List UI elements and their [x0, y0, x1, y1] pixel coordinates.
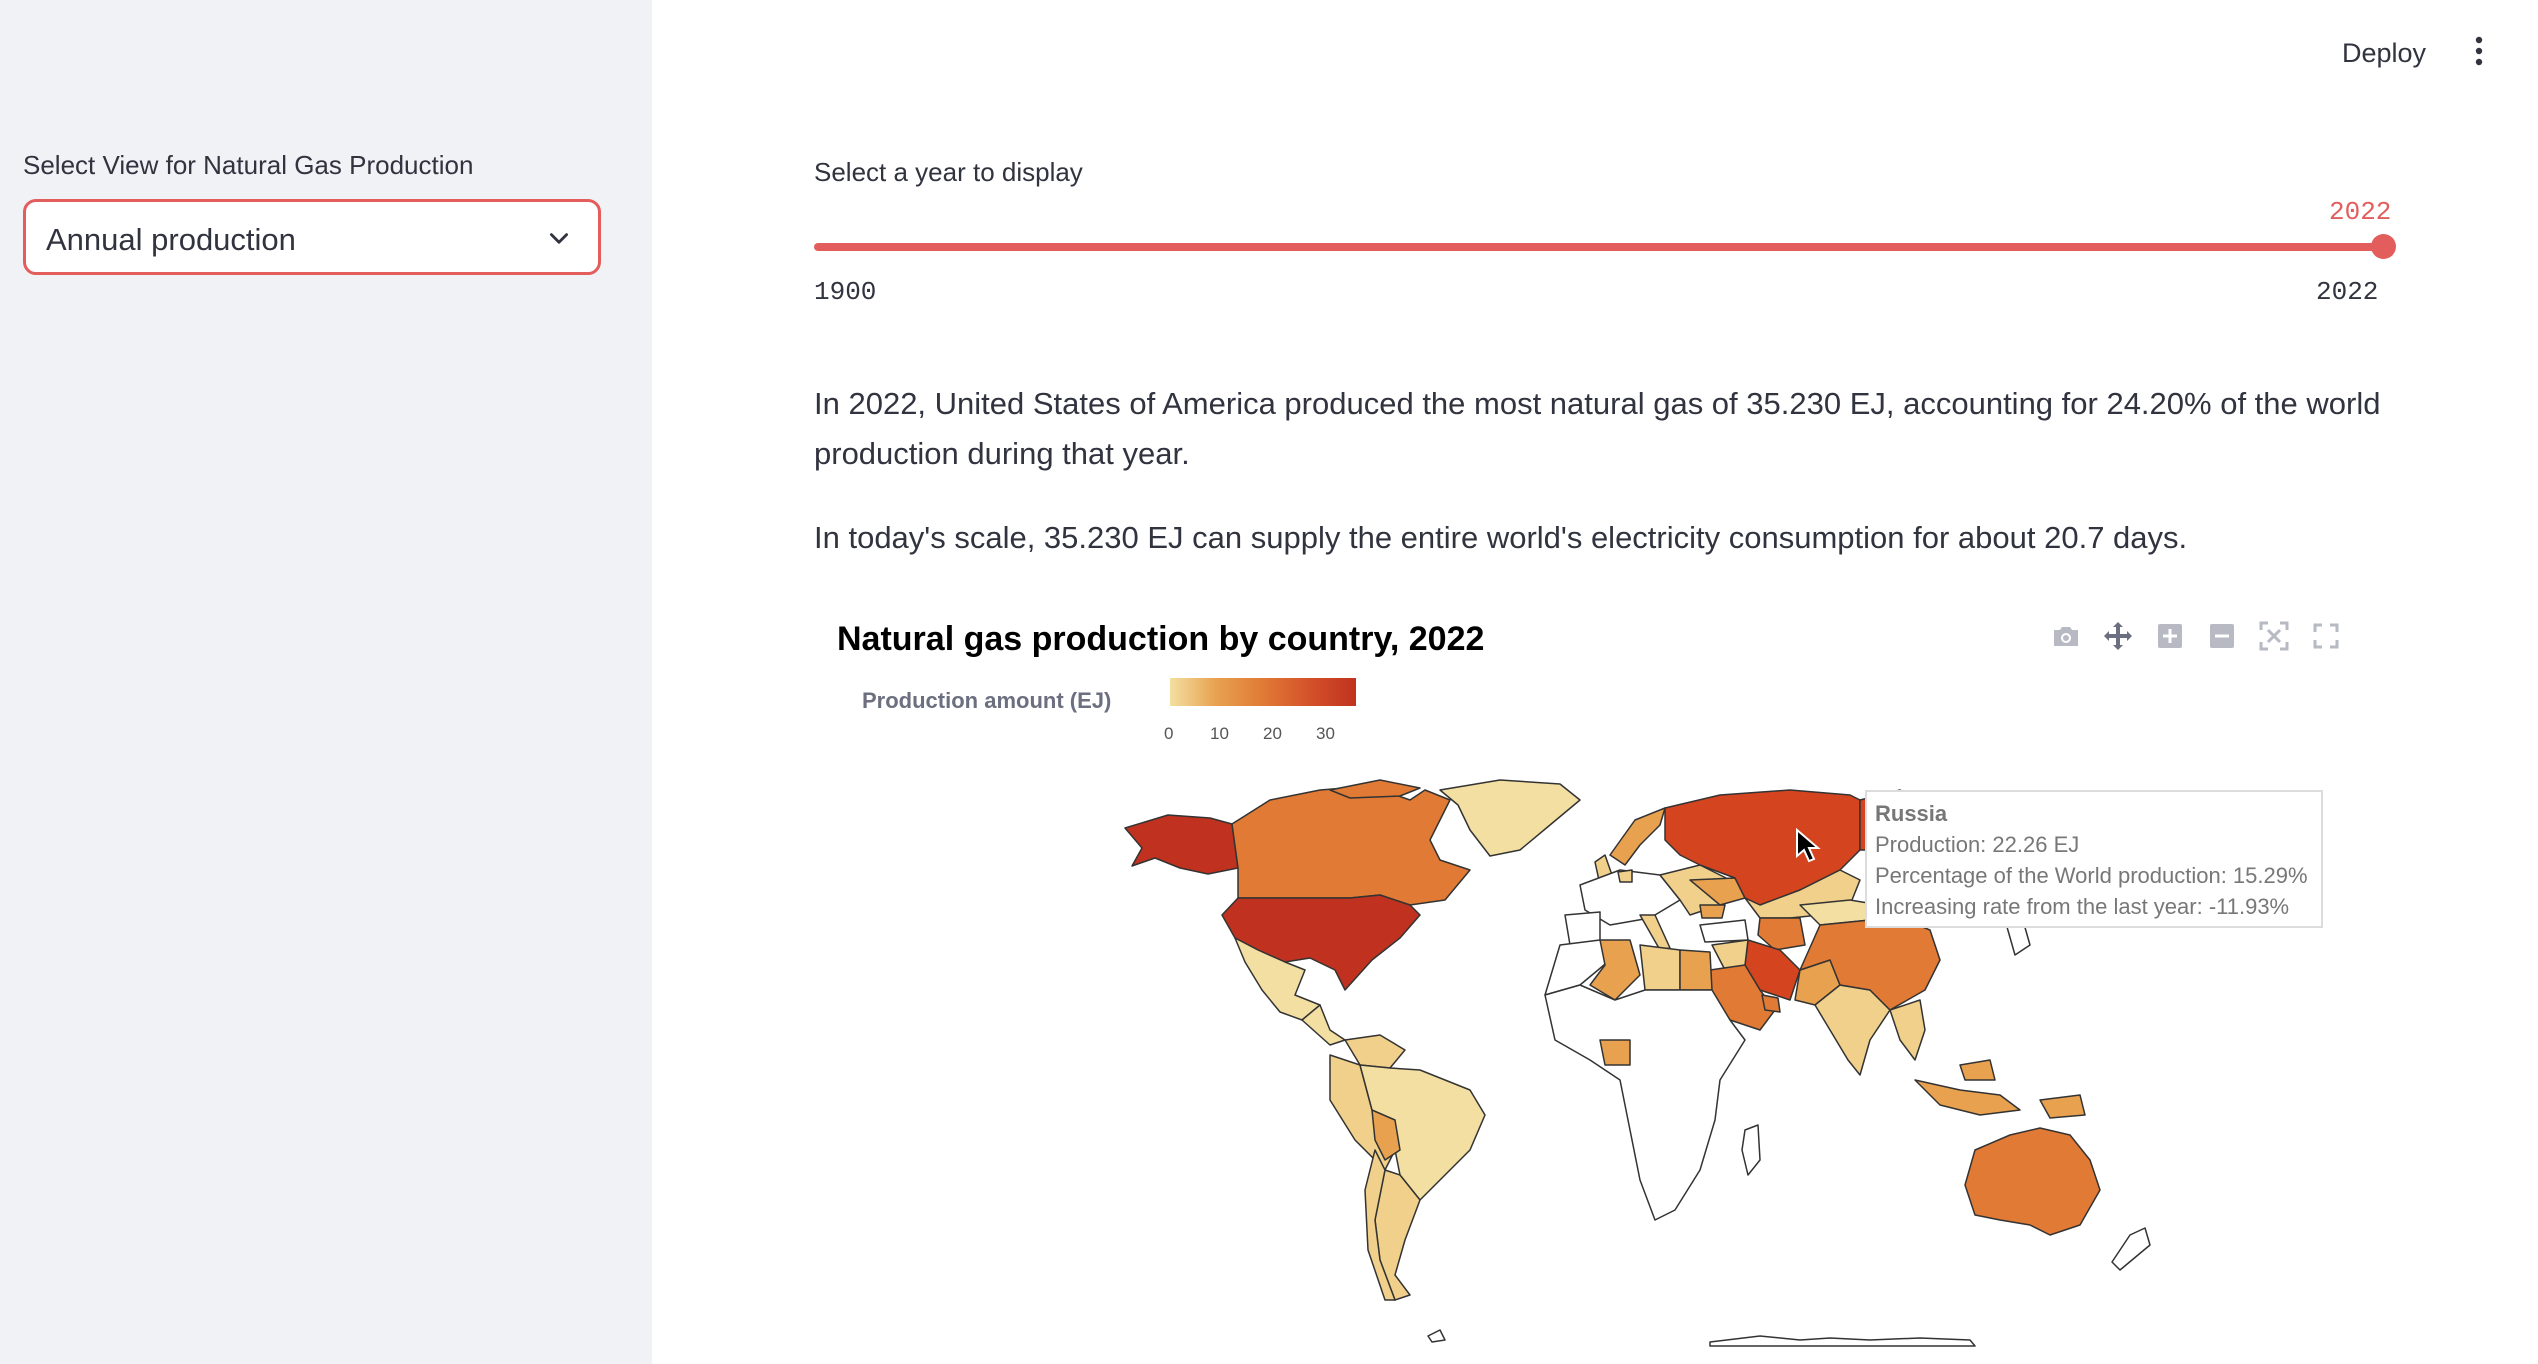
zoom-out-icon[interactable] — [2196, 616, 2248, 656]
tooltip-country: Russia — [1875, 801, 1948, 826]
country-egypt — [1679, 949, 1713, 991]
country-australia — [1964, 1127, 2101, 1236]
year-slider-min: 1900 — [814, 277, 877, 307]
tooltip-yoy-change: Increasing rate from the last year: -11.… — [1875, 894, 2290, 919]
country-canada — [1231, 785, 1471, 906]
country-antarctica — [1709, 1335, 1976, 1347]
country-alaska — [1124, 814, 1239, 875]
colorbar — [1170, 678, 1356, 706]
country-usa — [1221, 894, 1421, 991]
vertical-ellipsis-icon[interactable] — [2472, 34, 2486, 73]
country-romania — [1699, 904, 1726, 919]
chevron-down-icon — [546, 226, 572, 257]
colorbar-tick: 0 — [1164, 724, 1174, 743]
deploy-button[interactable]: Deploy — [2342, 38, 2427, 68]
country-madagascar — [1741, 1124, 1761, 1176]
country-north-africa-west — [1544, 939, 1611, 996]
country-central-africa — [1544, 984, 1746, 1221]
country-bolivia — [1371, 1109, 1401, 1161]
country-turkmenistan — [1757, 917, 1806, 951]
country-indonesia — [1914, 1079, 2021, 1116]
year-slider-thumb[interactable] — [2371, 234, 2396, 259]
country-central-america — [1301, 1004, 1346, 1046]
country-southeast-asia — [1889, 999, 1926, 1061]
chart-title: Natural gas production by country, 2022 — [837, 620, 1485, 658]
map-tooltip: Russia Production: 22.26 EJ Percentage o… — [1865, 790, 2323, 928]
summary-paragraph-electricity-days: In today's scale, 35.230 EJ can supply t… — [814, 520, 2188, 555]
year-slider-label: Select a year to display — [814, 157, 1083, 187]
view-select-label: Select View for Natural Gas Production — [23, 150, 474, 180]
summary-paragraph-top-producer: In 2022, United States of America produc… — [814, 386, 2381, 471]
country-norway — [1609, 807, 1666, 866]
pan-icon[interactable] — [2092, 616, 2144, 656]
chart-toolbar — [2040, 616, 2352, 656]
country-brazil — [1359, 1064, 1486, 1201]
country-new-zealand — [2111, 1227, 2151, 1271]
view-select[interactable]: Annual production — [23, 199, 601, 275]
view-select-value: Annual production — [46, 222, 296, 257]
country-greenland — [1439, 779, 1581, 857]
zoom-in-icon[interactable] — [2144, 616, 2196, 656]
reset-icon[interactable] — [2300, 616, 2352, 656]
colorbar-title: Production amount (EJ) — [862, 688, 1112, 713]
country-malaysia — [1959, 1059, 1996, 1081]
country-libya — [1639, 944, 1681, 991]
country-nigeria — [1599, 1039, 1631, 1066]
colorbar-tick: 10 — [1210, 724, 1229, 743]
mouse-cursor-icon — [1795, 827, 1821, 869]
year-slider-track[interactable] — [814, 243, 2384, 251]
country-netherlands — [1617, 869, 1633, 883]
country-canada-islands — [1329, 779, 1421, 799]
camera-icon[interactable] — [2040, 616, 2092, 656]
country-png — [2039, 1094, 2086, 1119]
year-slider-value: 2022 — [2329, 197, 2392, 227]
colorbar-tick: 20 — [1263, 724, 1282, 743]
colorbar-tick: 30 — [1316, 724, 1335, 743]
country-turkey — [1699, 919, 1749, 943]
autoscale-icon[interactable] — [2248, 616, 2300, 656]
tooltip-world-share: Percentage of the World production: 15.2… — [1875, 863, 2308, 888]
sidebar: Select View for Natural Gas Production A… — [0, 0, 652, 1364]
country-gulf-states — [1761, 994, 1781, 1013]
country-chile — [1364, 1149, 1396, 1301]
country-antarctic-island — [1427, 1329, 1446, 1343]
country-venezuela — [1344, 1034, 1406, 1069]
country-italy — [1639, 914, 1671, 951]
tooltip-production: Production: 22.26 EJ — [1875, 832, 2080, 857]
year-slider-max: 2022 — [2316, 277, 2379, 307]
